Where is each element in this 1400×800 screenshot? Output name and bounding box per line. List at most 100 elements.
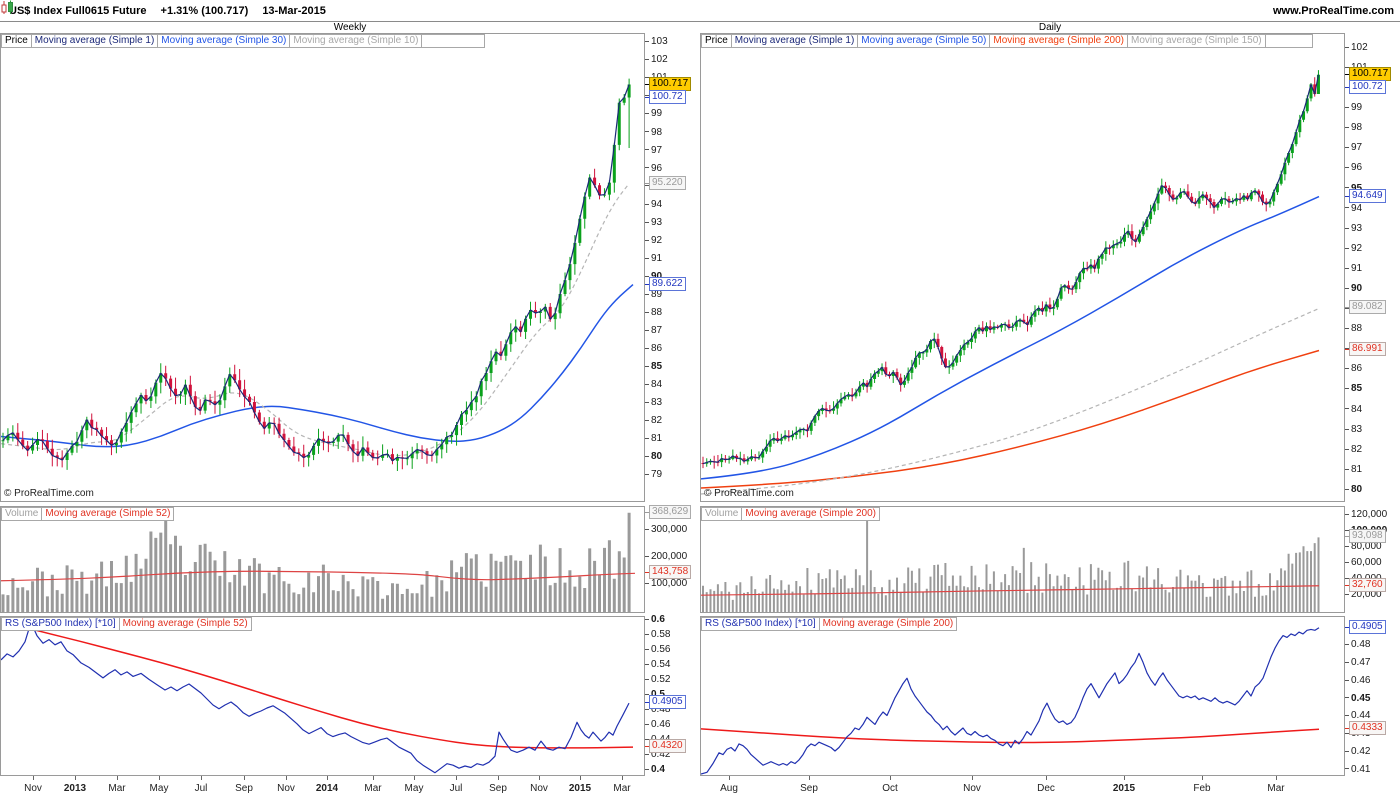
legend-item[interactable]: Volume xyxy=(1,507,43,521)
daily-volume-chart[interactable]: Volume Moving average (Simple 200) xyxy=(700,506,1345,613)
y-axis-tick: 99 xyxy=(1345,102,1362,114)
tick-dash xyxy=(645,347,649,349)
x-tick-dash xyxy=(75,776,76,780)
legend-item[interactable]: Moving average (Simple 200) xyxy=(989,34,1128,48)
tick-dash xyxy=(1345,267,1349,269)
y-axis-tick: 81 xyxy=(645,433,662,445)
daily-volume-plot[interactable] xyxy=(701,507,1344,612)
weekly-price-legend: Price Moving average (Simple 1) Moving ave… xyxy=(1,34,486,48)
x-axis-label: Nov xyxy=(963,783,981,794)
ma50-value-badge: 94.649 xyxy=(1349,189,1386,203)
tick-dash xyxy=(1345,448,1349,450)
weekly-price-chart[interactable]: © ProRealTime.com Price Moving average (Si… xyxy=(0,33,645,502)
legend-item[interactable]: Moving average (Simple 150) xyxy=(1126,34,1266,48)
weekly-rs-chart[interactable]: RS (S&P500 Index) [*10] Moving average (S… xyxy=(0,616,645,776)
weekly-rs-legend: RS (S&P500 Index) [*10] Moving average (S… xyxy=(1,617,252,631)
badge-dash xyxy=(645,284,650,285)
daily-timeframe-title: Daily xyxy=(1038,22,1062,33)
x-axis-label: Sep xyxy=(489,783,507,794)
x-tick-dash xyxy=(456,776,457,780)
y-axis-tick: 91 xyxy=(645,253,662,265)
legend-item[interactable]: Moving average (Simple 1) xyxy=(730,34,859,48)
legend-item[interactable]: Moving average (Simple 200) xyxy=(741,507,880,521)
tick-dash xyxy=(1345,287,1349,289)
tick-dash xyxy=(645,311,649,313)
y-axis-tick: 0.6 xyxy=(645,614,665,626)
copyright-watermark: © ProRealTime.com xyxy=(4,488,94,499)
legend-item[interactable]: RS (S&P500 Index) [*10] xyxy=(701,617,820,631)
x-tick-dash xyxy=(890,776,891,780)
weekly-price-plot[interactable] xyxy=(1,34,644,501)
weekly-price-ma-line xyxy=(1,183,630,457)
daily-rs-chart[interactable]: RS (S&P500 Index) [*10] Moving average (S… xyxy=(700,616,1345,776)
tick-dash xyxy=(645,556,649,557)
badge-dash xyxy=(645,97,650,98)
tick-dash xyxy=(1345,46,1349,48)
legend-item[interactable]: Moving average (Simple 52) xyxy=(41,507,175,521)
x-axis-label: Mar xyxy=(1267,783,1285,794)
rs-value-badge: 0.4905 xyxy=(1349,620,1386,634)
ma30-value-badge: 89.622 xyxy=(649,277,686,291)
y-axis-tick: 0.5 xyxy=(645,689,665,701)
badge-dash xyxy=(645,183,650,184)
legend-item[interactable]: Moving average (Simple 50) xyxy=(857,34,991,48)
y-axis-tick: 0.46 xyxy=(645,719,670,731)
prorealtime-link[interactable]: www.ProRealTime.com xyxy=(1272,4,1394,17)
badge-dash xyxy=(1345,87,1350,88)
legend-item[interactable]: Moving average (Simple 52) xyxy=(118,617,252,631)
y-axis-tick: 80,000 xyxy=(1345,541,1382,553)
badge-dash xyxy=(1345,728,1350,729)
last-price-badge: 100.717 xyxy=(1349,67,1392,81)
badge-dash xyxy=(645,746,650,747)
daily-rs-legend: RS (S&P500 Index) [*10] Moving average (S… xyxy=(701,617,958,631)
legend-item[interactable]: Moving average (Simple 200) xyxy=(818,617,958,631)
legend-item[interactable]: Moving average (Simple 1) xyxy=(30,34,159,48)
legend-item[interactable]: Moving average (Simple 10) xyxy=(289,34,423,48)
weekly-volume-chart[interactable]: Volume Moving average (Simple 52) xyxy=(0,506,645,613)
y-axis-tick: 89 xyxy=(645,289,662,301)
tick-dash xyxy=(645,167,649,169)
x-axis-label: Sep xyxy=(800,783,818,794)
legend-item[interactable]: Price xyxy=(701,34,732,48)
tick-dash xyxy=(645,239,649,241)
x-tick-dash xyxy=(327,776,328,780)
legend-item[interactable]: Price xyxy=(1,34,32,48)
y-axis-tick: 103 xyxy=(645,36,668,48)
x-tick-dash xyxy=(809,776,810,780)
tick-dash xyxy=(645,739,649,740)
weekly-rs-rs-line xyxy=(1,621,630,774)
legend-item[interactable]: Volume xyxy=(701,507,743,521)
y-axis-tick: 97 xyxy=(1345,142,1362,154)
volume-value-badge: 368,629 xyxy=(649,505,692,519)
badge-dash xyxy=(645,702,650,703)
x-axis-label: 2013 xyxy=(63,783,87,794)
tick-dash xyxy=(1345,732,1349,734)
daily-price-ma-line xyxy=(701,307,1320,495)
legend-item[interactable]: RS (S&P500 Index) [*10] xyxy=(1,617,120,631)
daily-rs-plot[interactable] xyxy=(701,617,1344,775)
y-axis-tick: 102 xyxy=(1345,42,1368,54)
x-tick-dash xyxy=(33,776,34,780)
badge-dash xyxy=(1345,627,1350,628)
x-axis-label: Jul xyxy=(449,783,463,794)
daily-volume-ma-line xyxy=(701,585,1320,596)
tick-dash xyxy=(1345,127,1349,129)
tick-dash xyxy=(645,41,649,43)
y-axis-tick: 84 xyxy=(1345,404,1362,416)
x-tick-dash xyxy=(201,776,202,780)
tick-dash xyxy=(1345,348,1349,350)
weekly-rs-plot[interactable] xyxy=(1,617,644,775)
y-axis-tick: 88 xyxy=(645,307,662,319)
tick-dash xyxy=(645,131,649,133)
y-axis-tick: 92 xyxy=(1345,243,1362,255)
y-axis-tick: 80 xyxy=(1345,484,1362,496)
y-axis-tick: 102 xyxy=(645,54,668,66)
weekly-rs-axis: 0.40.420.440.460.480.50.520.540.560.580.… xyxy=(645,614,700,776)
daily-price-chart[interactable]: © ProRealTime.com Price Moving average (Si… xyxy=(700,33,1345,502)
legend-item[interactable]: Moving average (Simple 30) xyxy=(157,34,291,48)
tick-dash xyxy=(645,769,649,771)
x-tick-dash xyxy=(539,776,540,780)
weekly-volume-legend: Volume Moving average (Simple 52) xyxy=(1,507,175,521)
daily-price-plot[interactable] xyxy=(701,34,1344,501)
weekly-volume-plot[interactable] xyxy=(1,507,644,612)
